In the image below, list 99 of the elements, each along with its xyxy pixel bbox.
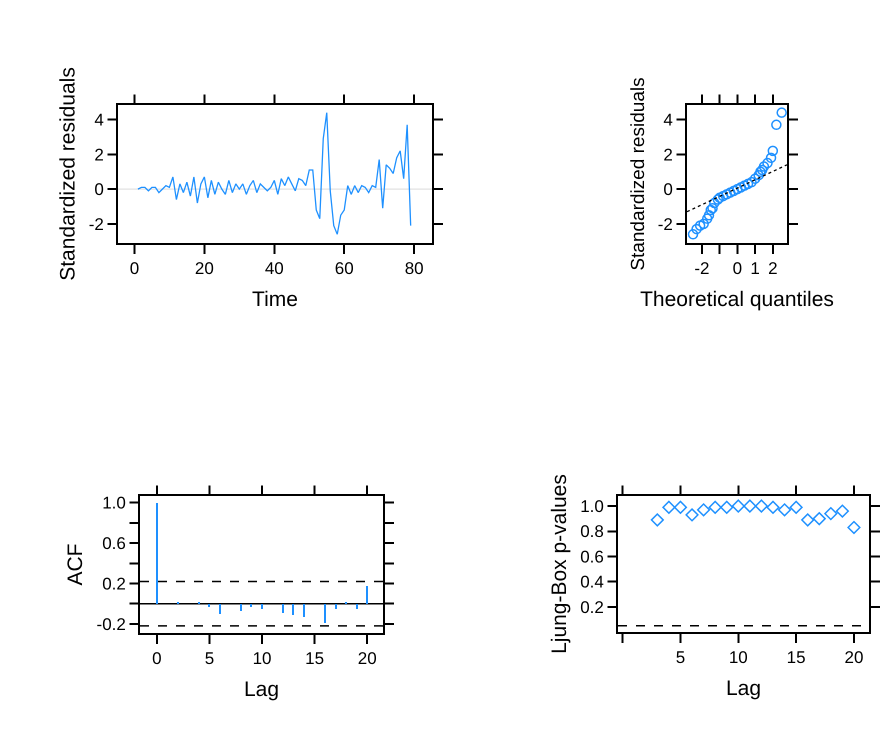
point [685,508,699,522]
point [743,499,756,513]
bar [261,604,263,609]
bar [366,586,368,604]
y-tick-label: 0 [94,180,104,200]
bar [156,503,158,604]
y-tick-label: 2 [663,145,673,164]
point [766,152,776,164]
point [754,499,768,513]
x-tick-label: 10 [728,648,748,668]
x-tick-label: 10 [252,649,272,668]
point [708,500,722,514]
x-tick-label: 20 [194,259,214,278]
point [739,180,750,191]
y-tick-label: 0.2 [102,574,126,594]
bar [356,604,358,609]
bar [324,604,326,623]
bar [282,604,284,613]
bar [208,604,210,607]
x-tick-label: 1 [750,259,760,278]
y-tick-label: 0 [663,180,673,200]
bar [250,604,252,607]
point [688,229,698,240]
y-tick-label: 0.6 [580,547,604,566]
x-tick-label: 40 [264,259,284,278]
point [758,161,770,172]
bar [240,604,242,611]
point [753,170,764,180]
y-tick-label: 0.4 [580,572,604,592]
point [790,500,803,514]
y-tick-label: -2 [658,214,673,234]
x-tick-label: 5 [204,649,214,668]
bar [335,604,337,609]
point [812,512,826,526]
point [778,503,792,516]
point [704,210,714,220]
point [768,146,778,156]
y-tick-label: 0.8 [580,522,604,542]
x-tick-label: 15 [786,648,806,668]
x-tick-label: 80 [404,259,424,278]
point [742,178,754,190]
y-tick-label: 0.6 [102,534,126,554]
bar [219,604,221,614]
y-axis-title: Ljung-Box p-values [548,474,571,654]
point [801,513,814,527]
point [762,158,773,168]
x-tick-label: 20 [358,649,377,668]
x-tick-label: 15 [305,649,324,668]
y-tick-label: -2 [88,214,104,234]
point [721,189,732,200]
point [696,503,710,516]
x-tick-label: 60 [334,259,354,278]
y-axis-title: ACF [64,544,88,586]
point [766,500,780,514]
point [732,499,745,513]
point [718,190,728,202]
point [776,107,787,118]
point [702,213,712,224]
y-tick-label: 4 [94,110,104,130]
y-tick-label: 2 [94,145,104,164]
point [698,218,709,230]
point [720,500,734,514]
x-tick-label: 0 [130,259,140,278]
point [650,513,664,527]
x-axis-title: Time [252,288,298,311]
point [691,224,702,234]
x-tick-label: 0 [152,649,162,668]
x-tick-label: 2 [768,259,778,278]
point [694,220,706,231]
y-tick-label: -0.2 [96,614,126,634]
point [750,173,760,184]
point [728,186,740,196]
y-tick-label: 0.2 [580,598,604,617]
point [746,176,757,188]
x-axis-title: Theoretical quantiles [640,288,834,311]
y-axis-title: Standardized residuals [628,77,650,271]
x-tick-label: 20 [844,648,864,668]
line-series [137,112,412,235]
point [836,504,849,518]
x-tick-label: 0 [732,259,742,278]
bar [303,604,305,617]
x-axis-title: Lag [726,676,762,700]
x-axis-title: Lag [244,678,280,701]
point [847,520,861,534]
x-tick-label: -2 [694,259,710,278]
point [736,182,746,193]
bar [292,604,294,615]
y-axis-title: Standardized residuals [56,67,80,281]
y-tick-label: 1.0 [102,494,126,513]
point [662,500,676,514]
point [824,507,838,520]
y-tick-label: 1.0 [580,497,604,516]
point [674,500,688,514]
y-tick-label: 4 [663,110,673,130]
point [725,187,736,198]
point [732,184,743,194]
point [771,120,782,130]
point [709,198,720,208]
x-tick-label: 5 [676,648,686,668]
